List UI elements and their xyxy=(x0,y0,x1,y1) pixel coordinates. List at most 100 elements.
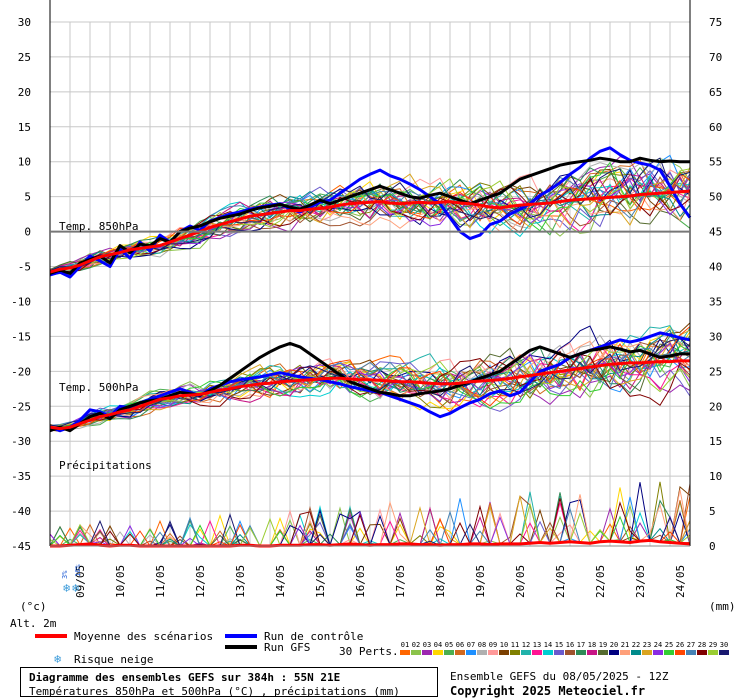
pert-swatch xyxy=(422,650,432,655)
pert-swatch xyxy=(466,650,476,655)
legend-label-snow: Risque neige xyxy=(74,653,153,666)
pert-line xyxy=(49,325,691,431)
pert-number: 18 xyxy=(588,641,596,649)
pert-number: 13 xyxy=(533,641,541,649)
pert-number: 22 xyxy=(632,641,640,649)
date-tick-label: 15/05 xyxy=(314,565,327,598)
ensemble-info: Ensemble GEFS du 08/05/2025 - 12Z xyxy=(450,670,669,683)
chart-grid xyxy=(50,21,690,547)
pert-swatch xyxy=(664,650,674,655)
footer-subtitle: Températures 850hPa et 500hPa (°C) , pré… xyxy=(29,685,400,698)
pert-number: 23 xyxy=(643,641,651,649)
pert-line xyxy=(49,167,691,276)
pert-number: 12 xyxy=(522,641,530,649)
pert-number: 07 xyxy=(467,641,475,649)
date-tick-label: 14/05 xyxy=(274,565,287,598)
left-tick-label: 15 xyxy=(18,121,31,134)
date-tick-label: 19/05 xyxy=(474,565,487,598)
left-tick-label: -20 xyxy=(11,365,31,378)
pert-number: 01 xyxy=(401,641,409,649)
pert-swatch xyxy=(708,650,718,655)
pert-number: 09 xyxy=(489,641,497,649)
right-tick-label: 50 xyxy=(709,191,722,204)
snow-risk-pct-b: 16% xyxy=(74,564,82,577)
right-tick-label: 40 xyxy=(709,261,722,274)
date-tick-label: 13/05 xyxy=(234,565,247,598)
pert-swatch xyxy=(609,650,619,655)
pert-swatch xyxy=(400,650,410,655)
date-tick-label: 18/05 xyxy=(434,565,447,598)
left-axis-unit: (°c) xyxy=(20,600,47,613)
pert-swatch xyxy=(532,650,542,655)
right-tick-label: 75 xyxy=(709,16,722,29)
pert-number: 20 xyxy=(610,641,618,649)
date-tick-label: 16/05 xyxy=(354,565,367,598)
pert-line xyxy=(49,162,691,275)
altitude-label: Alt. 2m xyxy=(10,617,57,630)
pert-swatch xyxy=(565,650,575,655)
panel-label-precip: Précipitations xyxy=(59,459,152,472)
snowflake-icon: ❄ xyxy=(54,652,61,666)
pert-swatch xyxy=(587,650,597,655)
left-tick-label: 10 xyxy=(18,156,31,169)
pert-swatch xyxy=(411,650,421,655)
pert-swatch xyxy=(510,650,520,655)
right-tick-label: 15 xyxy=(709,435,722,448)
date-tick-label: 22/05 xyxy=(594,565,607,598)
pert-number: 25 xyxy=(665,641,673,649)
pert-number: 14 xyxy=(544,641,552,649)
right-tick-label: 70 xyxy=(709,51,722,64)
pert-swatch xyxy=(521,650,531,655)
right-axis-unit: (mm) xyxy=(709,600,736,613)
pert-swatch xyxy=(598,650,608,655)
pert-swatch xyxy=(444,650,454,655)
pert-number: 11 xyxy=(511,641,519,649)
pert-number: 29 xyxy=(709,641,717,649)
pert-swatch xyxy=(433,650,443,655)
right-tick-label: 30 xyxy=(709,330,722,343)
pert-swatch xyxy=(499,650,509,655)
pert-swatch xyxy=(543,650,553,655)
right-tick-label: 25 xyxy=(709,365,722,378)
right-tick-label: 10 xyxy=(709,470,722,483)
left-tick-label: -5 xyxy=(18,261,31,274)
pert-swatch xyxy=(620,650,630,655)
date-tick-label: 23/05 xyxy=(634,565,647,598)
legend-label-control: Run de contrôle xyxy=(264,630,363,643)
left-tick-label: -15 xyxy=(11,330,31,343)
right-tick-label: 55 xyxy=(709,156,722,169)
pert-number: 10 xyxy=(500,641,508,649)
left-tick-label: 30 xyxy=(18,16,31,29)
pert-line xyxy=(49,178,691,275)
pert-swatch xyxy=(653,650,663,655)
pert-number: 16 xyxy=(566,641,574,649)
date-tick-label: 20/05 xyxy=(514,565,527,598)
legend-label-perts: 30 Perts. xyxy=(339,645,399,658)
pert-swatch xyxy=(675,650,685,655)
pert-swatch xyxy=(642,650,652,655)
pert-number: 24 xyxy=(654,641,662,649)
pert-swatch xyxy=(554,650,564,655)
snow-risk-marker: 3% 16% ❄ ❄ xyxy=(61,564,82,595)
right-tick-label: 0 xyxy=(709,540,716,553)
pert-line xyxy=(49,172,691,271)
date-tick-label: 12/05 xyxy=(194,565,207,598)
right-tick-label: 45 xyxy=(709,226,722,239)
right-tick-label: 20 xyxy=(709,400,722,413)
left-tick-label: 5 xyxy=(24,191,31,204)
date-tick-label: 10/05 xyxy=(114,565,127,598)
pert-swatch xyxy=(719,650,729,655)
left-tick-label: -40 xyxy=(11,505,31,518)
pert-number: 03 xyxy=(423,641,431,649)
pert-number: 06 xyxy=(456,641,464,649)
pert-number: 27 xyxy=(687,641,695,649)
copyright: Copyright 2025 Meteociel.fr xyxy=(450,684,646,698)
pert-legend: 01 02 03 04 05 06 07 08 09 10 11 12 13 14 15 16 17 18 19 20… xyxy=(400,641,729,655)
pert-number: 21 xyxy=(621,641,629,649)
pert-line xyxy=(49,157,691,272)
pert-swatch xyxy=(686,650,696,655)
legend: Moyenne des scénarios Run de contrôle Ru… xyxy=(35,630,729,666)
pert-number: 15 xyxy=(555,641,563,649)
